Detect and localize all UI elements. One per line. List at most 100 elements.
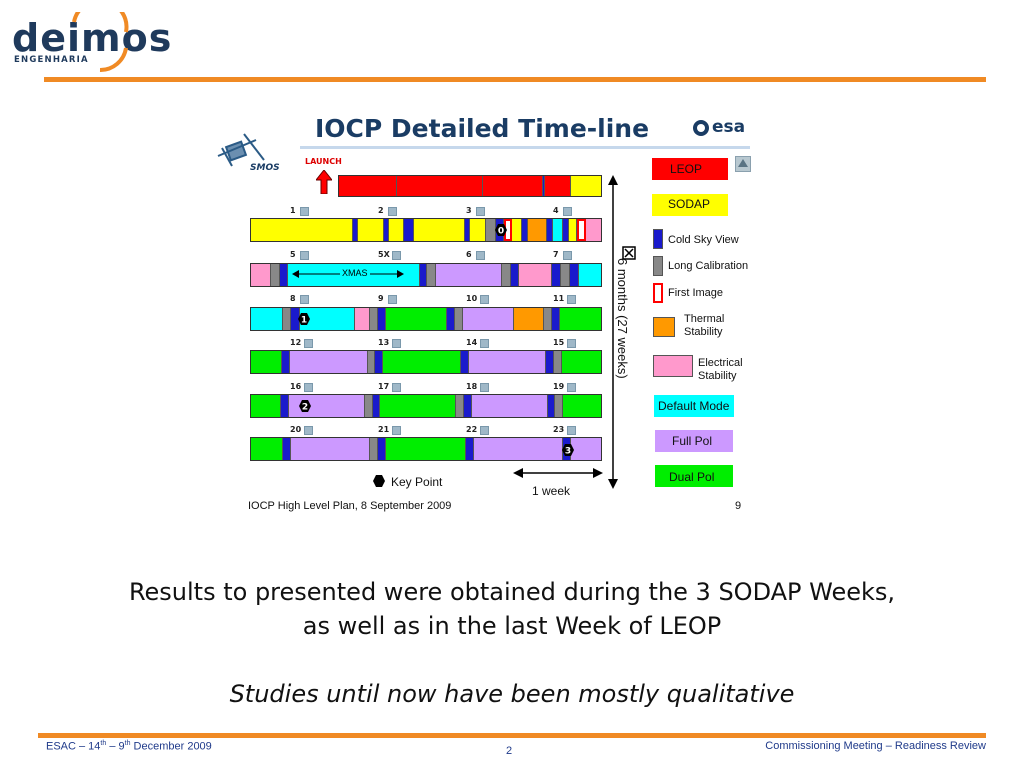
figure-title-rule (300, 146, 750, 149)
timeline-segment (552, 219, 564, 241)
week-number-label: 13 (378, 338, 390, 347)
timeline-segment (279, 264, 289, 286)
week-info-icon (300, 207, 309, 216)
week-number-label: 12 (290, 338, 302, 347)
timeline-segment (463, 308, 514, 330)
footer-date: ESAC – 14th – 9th December 2009 (46, 740, 212, 753)
week-number-label: 11 (553, 294, 565, 303)
week-number-label: 18 (466, 382, 478, 391)
timeline-segment (299, 308, 356, 330)
week-info-icon (480, 339, 489, 348)
timeline-segment (473, 438, 564, 460)
week-arrow-icon (513, 468, 603, 478)
legend-label: Default Mode (658, 399, 730, 413)
week-label: 1 week (532, 484, 571, 498)
timeline-row-4 (250, 350, 602, 374)
esa-label: esa (712, 117, 746, 137)
timeline-segment (290, 438, 371, 460)
keypoint-marker: 3 (562, 444, 574, 457)
week-info-icon (304, 339, 313, 348)
timeline-segment (510, 264, 520, 286)
timeline-segment (282, 438, 291, 460)
scroll-up-icon (735, 156, 751, 172)
body-line-1: Results to presented were obtained durin… (128, 578, 896, 606)
week-info-icon (480, 295, 489, 304)
week-number-label: 15 (553, 338, 565, 347)
timeline-segment (513, 308, 545, 330)
week-number-label: 7 (553, 250, 559, 259)
timeline-segment (414, 219, 466, 241)
timeline-segment (386, 308, 448, 330)
timeline-segment (512, 219, 523, 241)
smos-label: SMOS (250, 163, 280, 173)
timeline-segment (483, 176, 543, 196)
close-box-icon (622, 246, 636, 260)
legend-swatch-thermal (653, 317, 675, 337)
figure-title: IOCP Detailed Time-line (315, 114, 650, 143)
week-number-label: 2 (378, 206, 384, 215)
legend-swatch-full-pol (655, 430, 733, 452)
week-info-icon (480, 383, 489, 392)
timeline-row-3 (250, 307, 602, 331)
timeline-segment (383, 219, 389, 241)
timeline-segment (546, 351, 555, 373)
timeline-segment (470, 219, 486, 241)
week-info-icon (392, 251, 401, 260)
figure-page-number: 9 (735, 500, 742, 512)
timeline-segment (571, 438, 601, 460)
timeline-segment (251, 438, 283, 460)
legend-swatch-default-mode (654, 395, 734, 417)
keypoint-marker: 0 (495, 224, 507, 237)
timeline-segment (519, 264, 553, 286)
week-number-label: 10 (466, 294, 478, 303)
timeline-segment (251, 351, 283, 373)
timeline-segment (463, 395, 472, 417)
timeline-segment (251, 264, 271, 286)
timeline-segment (552, 264, 562, 286)
timeline-segment (282, 351, 290, 373)
timeline-segment (283, 308, 292, 330)
week-number-label: 9 (378, 294, 384, 303)
week-number-label: 4 (553, 206, 559, 215)
timeline-segment (383, 351, 461, 373)
timeline-segment (380, 395, 457, 417)
timeline-segment (375, 351, 384, 373)
week-info-icon (300, 251, 309, 260)
timeline-segment (378, 438, 387, 460)
timeline-segment (547, 395, 556, 417)
timeline-segment (420, 264, 428, 286)
week-number-label: 5X (378, 250, 390, 259)
week-number-label: 8 (290, 294, 296, 303)
logo-subtitle: ENGENHARIA (14, 55, 89, 65)
body-line-3: Studies until now have been mostly quali… (229, 680, 795, 708)
timeline-segment (447, 308, 456, 330)
duration-label: 6 months (27 weeks) (615, 258, 630, 379)
svg-text:3: 3 (565, 447, 571, 457)
timeline-segment (372, 395, 381, 417)
timeline-segment (585, 219, 601, 241)
legend-swatch-first-image (653, 283, 663, 303)
duration-text: 6 months (27 weeks) (615, 258, 630, 379)
week-info-icon (388, 207, 397, 216)
timeline-segment (365, 395, 373, 417)
week-info-icon (476, 251, 485, 260)
timeline-segment (281, 395, 290, 417)
week-info-icon (476, 207, 485, 216)
timeline-segment (339, 176, 397, 196)
header-rule (44, 77, 986, 82)
timeline-segment (370, 438, 379, 460)
legend-swatch-leop (652, 158, 728, 180)
svg-text:0: 0 (498, 227, 504, 237)
figure-footer: IOCP High Level Plan, 8 September 2009 (248, 500, 452, 512)
legend-label: LEOP (670, 162, 703, 176)
legend-label: Long Calibration (668, 260, 749, 272)
week-number-label: 21 (378, 425, 390, 434)
timeline-segment (578, 264, 601, 286)
week-number-label: 22 (466, 425, 478, 434)
timeline-segment (455, 308, 464, 330)
timeline-segment (367, 351, 376, 373)
week-number-label: 20 (290, 425, 302, 434)
timeline-segment (569, 219, 578, 241)
week-info-icon (392, 383, 401, 392)
xmas-label: XMAS (340, 268, 370, 278)
